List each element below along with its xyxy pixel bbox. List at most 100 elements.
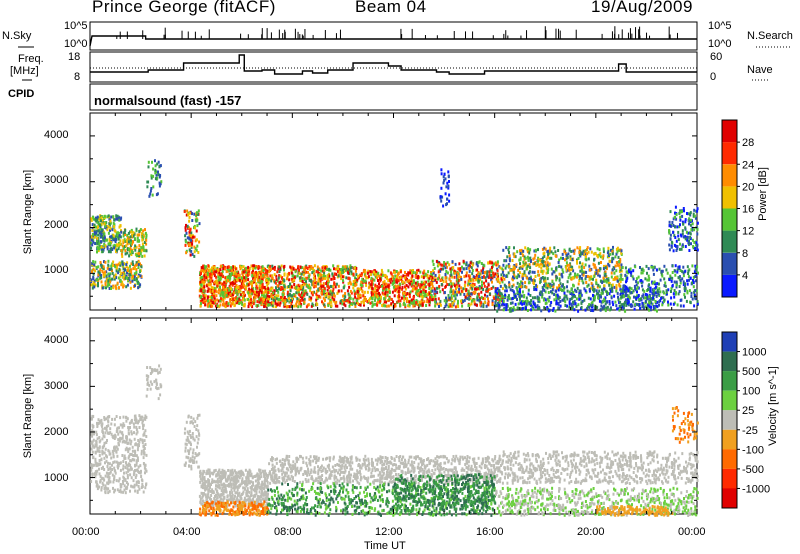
power-pixel (112, 260, 115, 264)
power-pixel (343, 297, 346, 301)
power-pixel (290, 271, 293, 275)
power-pixel (430, 290, 433, 293)
power-pixel (646, 293, 649, 297)
power-pixel (473, 298, 476, 302)
power-pixel (496, 267, 499, 271)
power-pixel (546, 256, 549, 260)
power-pixel (635, 283, 638, 287)
power-pixel (348, 285, 351, 289)
power-pixel (518, 283, 521, 286)
power-pixel (518, 298, 521, 302)
power-pixel (414, 275, 417, 279)
power-pixel (140, 265, 143, 269)
power-pixel (293, 283, 296, 286)
power-pixel (156, 176, 159, 180)
power-pixel (420, 290, 422, 294)
power-pixel (340, 277, 343, 281)
power-pixel (228, 279, 231, 283)
power-pixel (247, 291, 250, 295)
power-pixel (468, 296, 471, 300)
power-pixel (407, 285, 410, 289)
power-pixel (673, 295, 676, 299)
power-pixel (127, 277, 130, 280)
power-pixel (473, 283, 476, 287)
power-pixel (500, 277, 503, 281)
power-pixel (341, 299, 343, 302)
power-pixel (679, 304, 682, 308)
power-pixel (543, 246, 546, 250)
power-pixel (232, 265, 235, 269)
power-pixel (128, 237, 131, 241)
power-pixel (475, 278, 477, 282)
power-pixel (128, 247, 130, 251)
power-pixel (504, 293, 507, 297)
power-pixel (120, 283, 123, 287)
power-pixel (373, 278, 376, 282)
power-pixel (513, 292, 516, 296)
power-pixel (550, 256, 553, 260)
power-pixel (247, 272, 250, 276)
power-pixel (533, 282, 535, 286)
power-pixel (258, 300, 261, 304)
power-pixel (608, 264, 611, 268)
power-pixel (283, 285, 286, 289)
power-pixel (670, 279, 673, 283)
power-pixel (603, 297, 606, 301)
power-pixel (625, 285, 628, 289)
power-pixel (675, 291, 677, 295)
power-pixel (316, 303, 319, 306)
power-pixel (214, 299, 217, 303)
power-pixel (302, 273, 305, 277)
power-pixel (107, 214, 110, 218)
power-pixel (440, 278, 443, 282)
power-pixel (471, 272, 474, 276)
power-pixel (206, 278, 209, 282)
power-pixel (220, 272, 223, 276)
power-pixel (115, 238, 117, 241)
power-pixel (598, 269, 601, 273)
power-pixel (91, 238, 93, 242)
nsky-trace (89, 26, 697, 47)
power-pixel (617, 248, 620, 252)
power-pixel (656, 300, 659, 304)
power-pixel (389, 280, 392, 284)
power-pixel (582, 273, 585, 277)
power-pixel (111, 271, 114, 275)
power-pixel (278, 287, 280, 291)
power-pixel (404, 305, 407, 309)
power-pixel (525, 266, 528, 270)
power-pixel (679, 281, 682, 285)
power-pixel (688, 278, 690, 282)
power-pixel (450, 290, 453, 294)
power-pixel (140, 275, 143, 279)
power-pixel (402, 274, 405, 278)
power-pixel (335, 300, 338, 304)
power-pixel (224, 265, 226, 269)
power-pixel (420, 280, 423, 284)
power-pixel (229, 304, 232, 308)
power-pixel (682, 274, 685, 278)
power-pixel (365, 276, 368, 280)
power-pixel (567, 276, 570, 280)
power-pixel (424, 272, 427, 276)
power-pixel (196, 224, 199, 228)
power-pixel (596, 255, 599, 259)
power-pixel (251, 281, 254, 285)
power-pixel (523, 257, 526, 261)
power-pixel (688, 289, 691, 293)
power-pixel (253, 278, 255, 282)
nsky-panel-frame (89, 21, 698, 51)
power-pixel (544, 290, 547, 294)
power-pixel (587, 250, 590, 254)
power-pixel (604, 296, 607, 300)
power-pixel (219, 297, 222, 301)
power-pixel (471, 269, 474, 272)
power-pixel (522, 249, 525, 253)
power-pixel (342, 286, 345, 290)
power-pixel (129, 280, 132, 284)
power-pixel (198, 294, 201, 298)
power-pixel (485, 287, 488, 291)
power-pixel (670, 287, 673, 291)
power-pixel (352, 297, 355, 301)
power-pixel (389, 271, 392, 275)
